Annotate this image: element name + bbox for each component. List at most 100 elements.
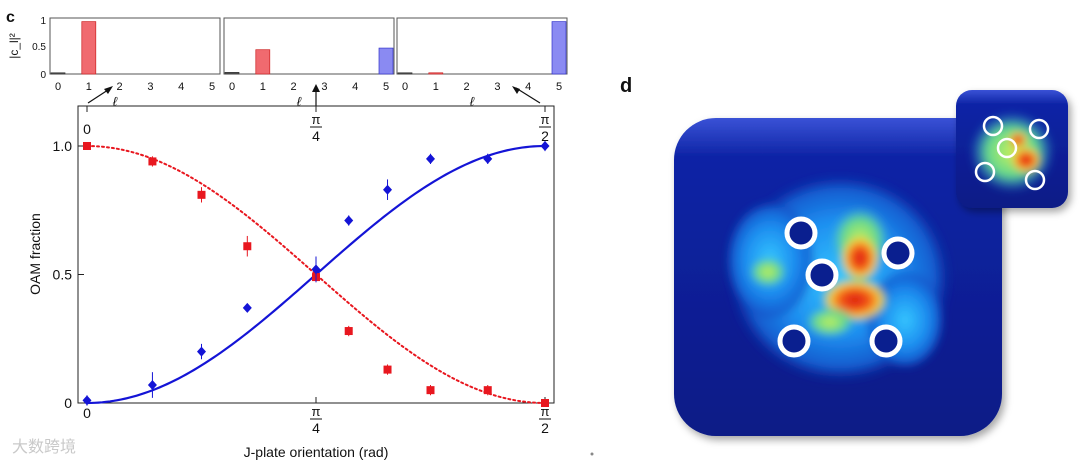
- bar-x-axis-label: ℓ: [470, 94, 475, 109]
- bar: [397, 72, 413, 75]
- top-tick-label: π: [312, 112, 321, 127]
- bar: [50, 72, 66, 75]
- bar-tick-label: 4: [178, 81, 184, 93]
- red-data-point: [148, 157, 157, 166]
- spot-markers: [777, 216, 915, 358]
- red-data-point: [197, 190, 206, 199]
- x-tick-label: π: [312, 404, 321, 419]
- spot-marker: [805, 258, 839, 292]
- watermark: 大数跨境: [12, 437, 77, 456]
- bar-tick-label: 1: [433, 81, 439, 93]
- x-tick-label: π: [541, 404, 550, 419]
- bar: [378, 47, 394, 75]
- bar-tick-label: 3: [147, 81, 153, 93]
- spot-marker: [869, 324, 903, 358]
- blue-data-point: [82, 395, 92, 406]
- x-tick-label: 4: [312, 420, 320, 436]
- spot-marker: [1028, 118, 1050, 140]
- x-tick-label: 0: [83, 405, 91, 421]
- bar-tick-label: 2: [464, 81, 470, 93]
- bar-tick-label: 5: [383, 81, 389, 93]
- blue-data-point: [383, 184, 393, 195]
- top-tick-label: π: [541, 112, 550, 127]
- bar-tick-label: 0: [55, 81, 61, 93]
- arrow-middle-head: [312, 84, 320, 92]
- y-axis-label: OAM fraction: [27, 213, 43, 295]
- red-data-point: [426, 386, 435, 395]
- bar: [255, 49, 271, 75]
- bar-chart-frame: [396, 17, 568, 75]
- bar-x-axis-label: ℓ: [297, 94, 302, 109]
- bar-chart-1: 0 1 2 3 4 5 ℓ 0 0.5 1 |c_l|²: [7, 16, 221, 109]
- blue-data-point: [147, 380, 157, 391]
- blue-data-point: [311, 264, 321, 275]
- spot-marker: [974, 161, 996, 183]
- panel-c-label: c: [6, 9, 15, 26]
- x-axis-label: J-plate orientation (rad): [244, 444, 389, 460]
- bar: [224, 72, 240, 75]
- arrow-left-head: [104, 86, 113, 94]
- bar-tick-label: 5: [209, 81, 215, 93]
- bar-tick-label: 3: [321, 81, 327, 93]
- blue-data-point: [426, 153, 435, 164]
- bar-chart-frame: [49, 17, 221, 75]
- y-tick-label: 0: [64, 395, 72, 411]
- bar-tick-label: 4: [352, 81, 358, 93]
- spot-marker: [881, 236, 915, 270]
- spot-marker: [1024, 169, 1046, 191]
- bar: [81, 21, 97, 75]
- spot-marker: [982, 115, 1004, 137]
- bar-tick-label: 0: [229, 81, 235, 93]
- blue-data-point: [197, 346, 206, 357]
- red-data-point: [483, 386, 492, 395]
- bar-tick-label: 2: [291, 81, 297, 93]
- spot-marker: [777, 324, 811, 358]
- stray-dot: [590, 452, 594, 456]
- bar-y-axis-label: |c_l|²: [7, 33, 21, 59]
- top-tick-label: 4: [312, 128, 320, 144]
- bar-chart-2: 0 1 2 3 4 5 ℓ: [223, 17, 395, 109]
- oam-intensity-image: [674, 90, 1068, 436]
- red-data-point: [83, 142, 91, 150]
- bar-chart-3: 0 1 2 3 4 5 ℓ: [396, 17, 568, 109]
- red-data-point: [344, 327, 353, 336]
- bar-tick-label: 4: [525, 81, 531, 93]
- connector-arrows: [87, 84, 541, 106]
- bar-tick-label: 2: [117, 81, 123, 93]
- bar-tick-label: 1: [260, 81, 266, 93]
- top-tick-label: 0: [83, 121, 91, 137]
- y-tick-label: 1.0: [53, 138, 73, 154]
- bar-tick-label: 3: [494, 81, 500, 93]
- bar-y-tick-label: 0: [40, 70, 46, 81]
- arrow-right: [515, 87, 541, 104]
- top-tick-label: 2: [541, 128, 549, 144]
- bar-tick-label: 5: [556, 81, 562, 93]
- panel-d-label: d: [620, 75, 632, 97]
- red-data-point: [243, 242, 252, 251]
- bar-chart-frame: [223, 17, 395, 75]
- inset-spot-markers: [974, 115, 1050, 191]
- blue-data-point: [540, 141, 550, 151]
- y-tick-label: 0.5: [53, 267, 73, 283]
- x-tick-label: 2: [541, 420, 549, 436]
- blue-data-point: [483, 153, 493, 164]
- bar: [428, 72, 444, 75]
- bar-y-tick-label: 1: [40, 16, 46, 27]
- plot-frame: [77, 105, 555, 404]
- red-data-point: [541, 399, 549, 407]
- red-data-point: [383, 365, 392, 374]
- bar-tick-label: 1: [86, 81, 92, 93]
- blue-data-point: [242, 302, 252, 313]
- bar: [551, 21, 567, 75]
- bar-y-tick-label: 0.5: [32, 42, 46, 53]
- bar-x-axis-label: ℓ: [113, 94, 118, 109]
- arrow-right-head: [512, 86, 520, 94]
- spot-marker: [784, 216, 818, 250]
- spot-marker: [996, 137, 1018, 159]
- data-points: [82, 140, 550, 407]
- bar-tick-label: 0: [402, 81, 408, 93]
- blue-data-point: [344, 215, 354, 226]
